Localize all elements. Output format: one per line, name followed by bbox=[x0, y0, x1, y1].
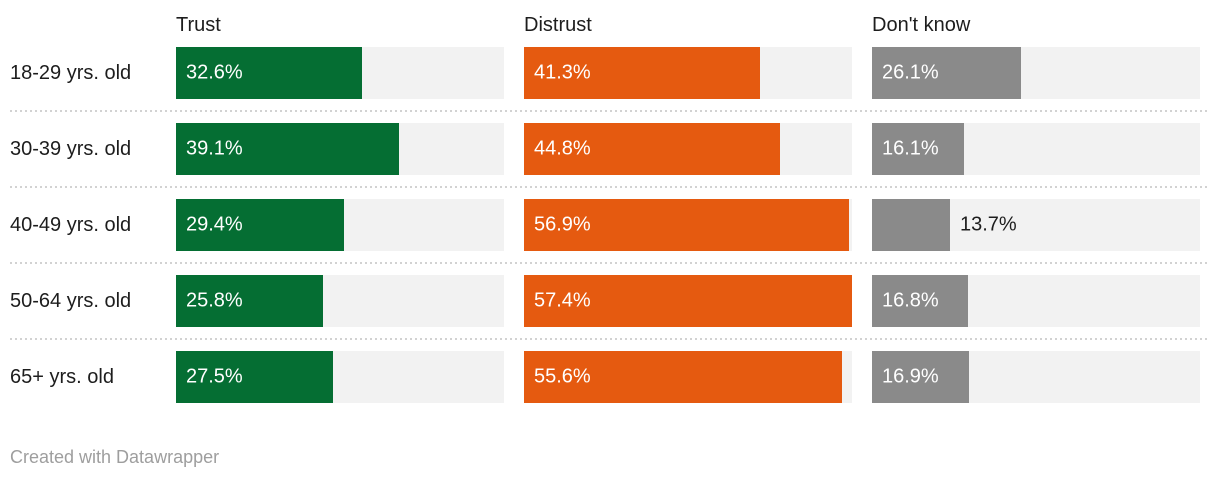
bar-value-label: 57.4% bbox=[534, 289, 591, 312]
row-label: 40-49 yrs. old bbox=[10, 213, 132, 236]
bar-track: 57.4% bbox=[524, 275, 852, 327]
column-header-dont-know: Don't know bbox=[872, 14, 971, 36]
bar-track: 13.7% bbox=[872, 199, 1200, 251]
row-label: 18-29 yrs. old bbox=[10, 61, 132, 84]
bar-value-label: 56.9% bbox=[534, 213, 591, 236]
bar-track: 27.5% bbox=[176, 351, 504, 403]
bar-value-label: 29.4% bbox=[186, 213, 243, 236]
bar-track: 16.8% bbox=[872, 275, 1200, 327]
bar-value-label: 27.5% bbox=[186, 365, 243, 388]
bar-value-label: 55.6% bbox=[534, 365, 591, 388]
chart-footer: Created with Datawrapper bbox=[0, 447, 1220, 468]
bar: 27.5% bbox=[176, 351, 334, 403]
bar-value-label: 41.3% bbox=[534, 61, 591, 84]
bar: 57.4% bbox=[524, 275, 852, 327]
bar-track: 41.3% bbox=[524, 47, 852, 99]
column-headers: Trust Distrust Don't know bbox=[0, 12, 1220, 38]
chart-row: 18-29 yrs. old 32.6% 41.3% 26.1% bbox=[0, 47, 1220, 99]
bar-track: 26.1% bbox=[872, 47, 1200, 99]
bar-track: 56.9% bbox=[524, 199, 852, 251]
bar-track: 39.1% bbox=[176, 123, 504, 175]
row-separator bbox=[10, 110, 1210, 112]
bar: 56.9% bbox=[524, 199, 850, 251]
bar-value-label: 26.1% bbox=[882, 61, 939, 84]
bar: 55.6% bbox=[524, 351, 842, 403]
row-label: 65+ yrs. old bbox=[10, 365, 114, 388]
bar-value-label: 25.8% bbox=[186, 289, 243, 312]
bar-track: 25.8% bbox=[176, 275, 504, 327]
bar-value-label: 13.7% bbox=[960, 213, 1017, 236]
row-separator bbox=[10, 338, 1210, 340]
bar-value-label: 32.6% bbox=[186, 61, 243, 84]
label-column-spacer bbox=[0, 12, 176, 38]
bar: 41.3% bbox=[524, 47, 760, 99]
chart-row: 65+ yrs. old 27.5% 55.6% 16.9% bbox=[0, 351, 1220, 403]
column-header-distrust: Distrust bbox=[524, 14, 592, 36]
row-label: 50-64 yrs. old bbox=[10, 289, 132, 312]
row-separator bbox=[10, 262, 1210, 264]
bar: 32.6% bbox=[176, 47, 363, 99]
bar: 16.9% bbox=[872, 351, 969, 403]
bar: 29.4% bbox=[176, 199, 344, 251]
bar: 26.1% bbox=[872, 47, 1022, 99]
bar: 16.1% bbox=[872, 123, 964, 175]
rows: 18-29 yrs. old 32.6% 41.3% 26.1% 30-39 yrs. … bbox=[0, 47, 1220, 403]
bar-track: 16.1% bbox=[872, 123, 1200, 175]
bar-track: 16.9% bbox=[872, 351, 1200, 403]
bar-track: 29.4% bbox=[176, 199, 504, 251]
bar-track: 44.8% bbox=[524, 123, 852, 175]
row-separator bbox=[10, 186, 1210, 188]
bar-value-label: 16.8% bbox=[882, 289, 939, 312]
bar: 44.8% bbox=[524, 123, 780, 175]
bar-value-label: 16.9% bbox=[882, 365, 939, 388]
chart-row: 40-49 yrs. old 29.4% 56.9% 13.7% bbox=[0, 199, 1220, 251]
row-label: 30-39 yrs. old bbox=[10, 137, 132, 160]
chart-row: 30-39 yrs. old 39.1% 44.8% 16.1% bbox=[0, 123, 1220, 175]
bar: 16.8% bbox=[872, 275, 968, 327]
datawrapper-credit-link[interactable]: Created with Datawrapper bbox=[10, 447, 220, 467]
bar-value-label: 39.1% bbox=[186, 137, 243, 160]
chart-row: 50-64 yrs. old 25.8% 57.4% 16.8% bbox=[0, 275, 1220, 327]
bar-value-label: 44.8% bbox=[534, 137, 591, 160]
bar: 25.8% bbox=[176, 275, 324, 327]
column-header-trust: Trust bbox=[176, 14, 221, 36]
bar-value-label: 16.1% bbox=[882, 137, 939, 160]
bar: 39.1% bbox=[176, 123, 400, 175]
bar bbox=[872, 199, 951, 251]
bar-track: 32.6% bbox=[176, 47, 504, 99]
bar-track: 55.6% bbox=[524, 351, 852, 403]
